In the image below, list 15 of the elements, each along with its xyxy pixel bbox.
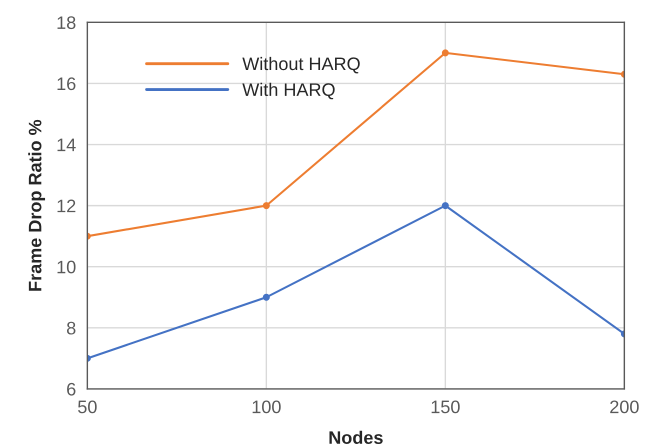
legend-label: With HARQ	[242, 82, 335, 100]
x-axis-title: Nodes	[329, 430, 383, 444]
x-tick-label: 50	[78, 400, 97, 414]
x-tick-label: 200	[610, 400, 639, 414]
y-tick-label: 18	[58, 16, 76, 30]
y-tick-label: 10	[58, 260, 76, 274]
y-axis-title: Frame Drop Ratio %	[28, 120, 46, 291]
y-tick-label: 14	[58, 138, 76, 152]
y-tick-label: 8	[66, 322, 76, 335]
legend-label: Without HARQ	[242, 56, 360, 74]
y-tick-label: 6	[67, 382, 76, 396]
y-tick-label: 12	[58, 200, 76, 212]
y-tick-label: 16	[58, 77, 76, 90]
x-tick-label: 150	[432, 400, 460, 414]
x-tick-label: 100	[252, 400, 281, 414]
